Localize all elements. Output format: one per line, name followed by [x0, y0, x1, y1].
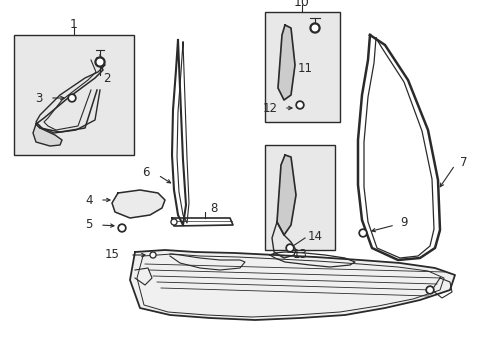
Circle shape [70, 96, 74, 100]
Text: 12: 12 [263, 102, 278, 114]
Text: 14: 14 [307, 230, 323, 243]
Bar [14, 35, 134, 155]
Polygon shape [130, 250, 454, 320]
Polygon shape [33, 124, 62, 146]
Circle shape [120, 226, 124, 230]
Text: 5: 5 [85, 219, 93, 231]
Text: 7: 7 [459, 157, 467, 170]
Circle shape [287, 246, 292, 250]
Text: 6: 6 [142, 166, 150, 179]
Circle shape [68, 94, 76, 102]
Circle shape [118, 224, 126, 232]
Circle shape [171, 219, 177, 225]
Text: 9: 9 [399, 216, 407, 229]
Text: 2: 2 [103, 72, 110, 85]
Bar [264, 12, 339, 122]
Circle shape [295, 101, 304, 109]
Text: 1: 1 [70, 18, 78, 31]
Text: 3: 3 [36, 91, 43, 104]
Circle shape [97, 59, 102, 65]
Circle shape [297, 103, 302, 107]
Text: 13: 13 [292, 248, 307, 261]
Circle shape [312, 25, 317, 31]
Circle shape [427, 288, 431, 292]
Text: 15: 15 [105, 248, 120, 261]
Circle shape [95, 57, 105, 67]
Circle shape [360, 231, 365, 235]
Text: 4: 4 [85, 194, 93, 207]
Circle shape [151, 253, 154, 257]
Circle shape [172, 220, 175, 224]
Text: 10: 10 [293, 0, 309, 9]
Text: 11: 11 [297, 62, 312, 75]
Circle shape [309, 23, 319, 33]
Text: 8: 8 [209, 202, 217, 215]
Polygon shape [112, 190, 164, 218]
Circle shape [285, 244, 293, 252]
Polygon shape [278, 25, 294, 100]
Bar [264, 145, 334, 250]
Circle shape [425, 286, 433, 294]
Circle shape [358, 229, 366, 237]
Circle shape [150, 252, 156, 258]
Polygon shape [276, 155, 295, 235]
